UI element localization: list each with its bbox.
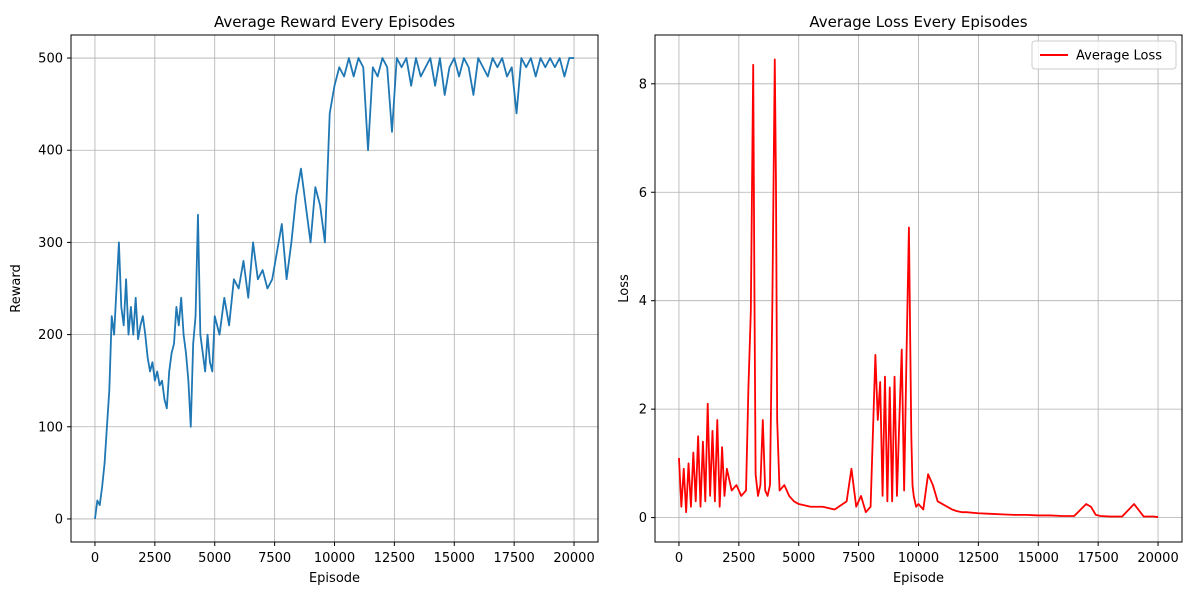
loss-legend-box: [1031, 40, 1177, 70]
loss-y-tick-label: 6: [639, 186, 647, 201]
loss-x-axis-label: Episode: [893, 571, 944, 586]
reward-x-tick-label: 7500: [258, 551, 291, 566]
reward-x-tick-label: 0: [91, 551, 99, 566]
reward-x-tick-label: 15000: [434, 551, 475, 566]
loss-y-tick-label: 4: [639, 294, 647, 309]
reward-grid: [71, 35, 598, 542]
reward-x-tick-label: 12500: [374, 551, 415, 566]
reward-y-tick-label: 0: [55, 512, 63, 527]
reward-y-ticks: 0 100 200 300 400 500: [38, 52, 71, 527]
loss-series: [678, 58, 1159, 518]
reward-y-tick-label: 500: [38, 52, 63, 67]
loss-x-tick-label: 10000: [898, 551, 939, 566]
loss-x-tick-label: 15000: [1018, 551, 1059, 566]
reward-y-tick-label: 300: [38, 236, 63, 251]
reward-series-line: [94, 57, 575, 520]
loss-legend: Average Loss: [1031, 40, 1177, 70]
reward-x-tick-label: 5000: [198, 551, 231, 566]
loss-x-tick-label: 0: [675, 551, 683, 566]
reward-x-axis-label: Episode: [309, 571, 360, 586]
loss-x-tick-label: 7500: [842, 551, 875, 566]
reward-series: [94, 57, 575, 520]
reward-y-tick-label: 100: [38, 420, 63, 435]
reward-x-ticks: 0 2500 5000 7500 10000 12500 15000 17500 20000: [91, 542, 595, 566]
loss-y-tick-label: 2: [639, 403, 647, 418]
loss-y-tick-label: 8: [639, 77, 647, 92]
loss-x-tick-label: 17500: [1077, 551, 1118, 566]
reward-x-tick-label: 17500: [493, 551, 534, 566]
loss-x-tick-label: 20000: [1137, 551, 1178, 566]
loss-chart-title: Average Loss Every Episodes: [809, 13, 1027, 31]
reward-x-tick-label: 10000: [314, 551, 355, 566]
reward-chart-title: Average Reward Every Episodes: [214, 13, 455, 31]
reward-chart: 0 2500 5000 7500 10000 12500 15000 17500 20000 0…: [9, 13, 599, 586]
loss-chart: 0 2500 5000 7500 10000 12500 15000 17500 20000 0…: [617, 13, 1183, 586]
reward-y-tick-label: 200: [38, 328, 63, 343]
reward-x-tick-label: 20000: [553, 551, 594, 566]
loss-x-ticks: 0 2500 5000 7500 10000 12500 15000 17500 20000: [675, 542, 1179, 566]
loss-y-tick-label: 0: [639, 511, 647, 526]
reward-y-axis-label: Reward: [9, 264, 24, 312]
reward-y-tick-label: 400: [38, 144, 63, 159]
loss-y-ticks: 0 2 4 6 8: [639, 77, 655, 526]
loss-x-tick-label: 2500: [722, 551, 755, 566]
loss-legend-label: Average Loss: [1076, 49, 1162, 64]
reward-x-tick-label: 2500: [138, 551, 171, 566]
loss-grid: [655, 35, 1182, 542]
loss-series-line: [678, 58, 1159, 518]
loss-y-axis-label: Loss: [617, 274, 632, 303]
loss-x-tick-label: 12500: [958, 551, 999, 566]
loss-x-tick-label: 5000: [782, 551, 815, 566]
